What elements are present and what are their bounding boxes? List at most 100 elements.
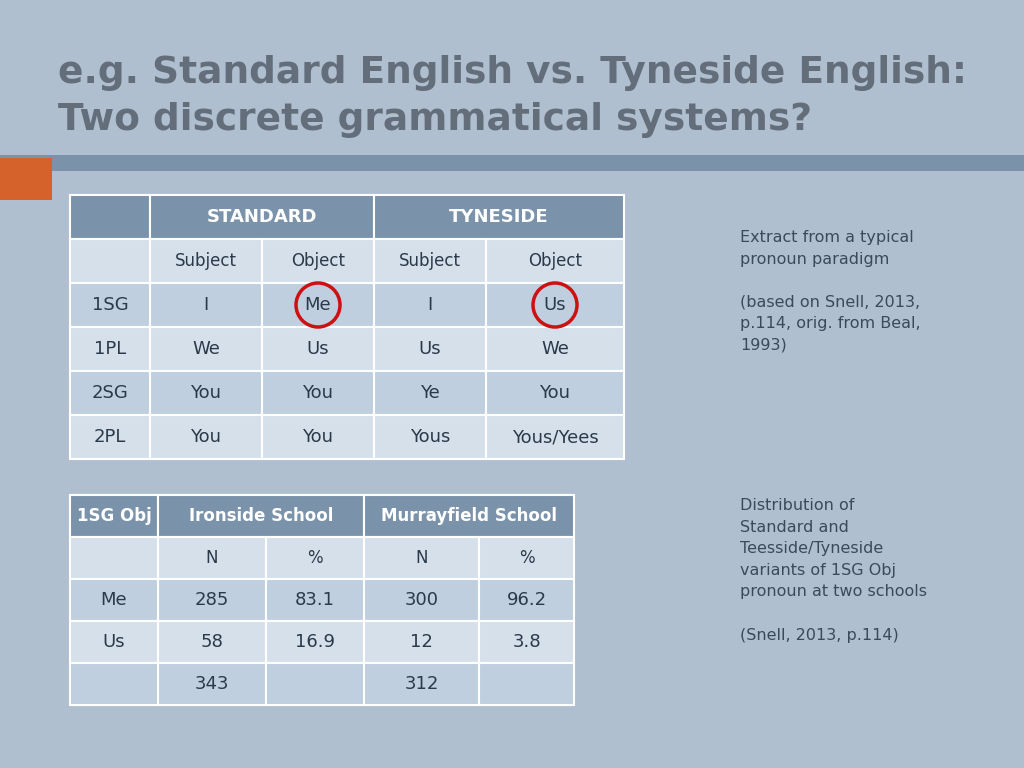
Text: 96.2: 96.2 [507,591,547,609]
Text: e.g. Standard English vs. Tyneside English:: e.g. Standard English vs. Tyneside Engli… [58,55,967,91]
Text: You: You [302,428,334,446]
Bar [0,158,52,200]
Text: 83.1: 83.1 [295,591,335,609]
Bar [70,283,150,327]
Text: You: You [302,384,334,402]
Bar [266,579,364,621]
Bar [262,327,374,371]
Text: I: I [427,296,432,314]
Text: 2SG: 2SG [91,384,128,402]
Bar [479,663,574,705]
Bar [0,155,1024,171]
Text: N: N [206,549,218,567]
Text: Object: Object [528,252,582,270]
Text: 1SG Obj: 1SG Obj [77,507,152,525]
Text: %: % [307,549,323,567]
Text: Extract from a typical
pronoun paradigm

(based on Snell, 2013,
p.114, orig. fro: Extract from a typical pronoun paradigm … [740,230,921,353]
Bar [70,327,150,371]
Bar [158,537,266,579]
Text: 3.8: 3.8 [512,633,541,651]
Bar [486,327,624,371]
Bar [150,283,262,327]
Text: You: You [540,384,570,402]
Bar [70,663,158,705]
Text: Two discrete grammatical systems?: Two discrete grammatical systems? [58,102,812,138]
Text: Distribution of
Standard and
Teesside/Tyneside
variants of 1SG Obj
pronoun at tw: Distribution of Standard and Teesside/Ty… [740,498,927,643]
Text: 1SG: 1SG [92,296,128,314]
Bar [70,195,150,239]
Bar [158,495,364,537]
Text: 1PL: 1PL [94,340,126,358]
Text: Subject: Subject [399,252,461,270]
Bar [70,415,150,459]
Bar [486,415,624,459]
Bar [266,621,364,663]
Bar [158,621,266,663]
Text: Me: Me [305,296,332,314]
Text: Subject: Subject [175,252,237,270]
Text: 285: 285 [195,591,229,609]
Text: Ironside School: Ironside School [188,507,333,525]
Bar [70,371,150,415]
Bar [70,495,158,537]
Bar [486,239,624,283]
Text: I: I [204,296,209,314]
Bar [479,579,574,621]
Bar [479,621,574,663]
Text: 16.9: 16.9 [295,633,335,651]
Bar [364,537,479,579]
Bar [70,537,158,579]
Text: %: % [519,549,535,567]
Text: TYNESIDE: TYNESIDE [450,208,549,226]
Text: Us: Us [306,340,330,358]
Text: You: You [190,384,221,402]
Bar [479,537,574,579]
Bar [364,579,479,621]
Text: 2PL: 2PL [94,428,126,446]
Bar [262,283,374,327]
Bar [70,621,158,663]
Bar [150,415,262,459]
Bar [70,579,158,621]
Bar [486,371,624,415]
Text: 343: 343 [195,675,229,693]
Text: 312: 312 [404,675,438,693]
Text: N: N [416,549,428,567]
Bar [262,371,374,415]
Bar [150,327,262,371]
Text: Yous/Yees: Yous/Yees [512,428,598,446]
Bar [374,371,486,415]
Bar [150,371,262,415]
Bar [374,327,486,371]
Text: Me: Me [100,591,127,609]
Text: 300: 300 [404,591,438,609]
Bar [364,495,574,537]
Bar [486,283,624,327]
Bar [158,663,266,705]
Text: STANDARD: STANDARD [207,208,317,226]
Text: Us: Us [419,340,441,358]
Text: Murrayfield School: Murrayfield School [381,507,557,525]
Text: Object: Object [291,252,345,270]
Bar [374,239,486,283]
Bar [374,195,624,239]
Bar [150,195,374,239]
Bar [364,663,479,705]
Bar [266,537,364,579]
Bar [364,621,479,663]
Text: We: We [193,340,220,358]
Text: Us: Us [102,633,125,651]
Bar [266,663,364,705]
Text: 12: 12 [410,633,433,651]
Bar [158,579,266,621]
Bar [150,239,262,283]
Text: Us: Us [544,296,566,314]
Text: Ye: Ye [420,384,440,402]
Bar [374,415,486,459]
Bar [374,283,486,327]
Bar [70,239,150,283]
Text: We: We [541,340,569,358]
Bar [262,239,374,283]
Text: 58: 58 [201,633,223,651]
Bar [262,415,374,459]
